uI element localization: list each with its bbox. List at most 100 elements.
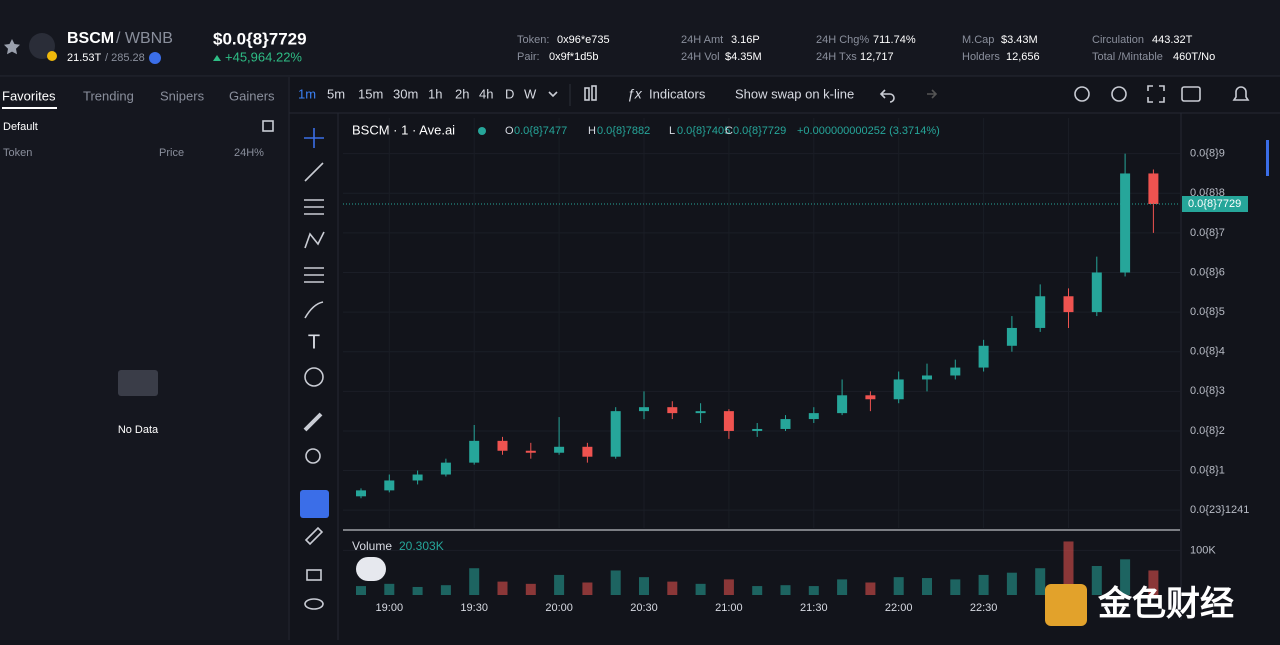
candle-body (978, 345, 989, 368)
volume-bar (639, 577, 649, 595)
supply: 21.53T (67, 52, 102, 64)
projection-tool[interactable] (304, 267, 324, 283)
interval-button[interactable]: 1m (298, 86, 316, 101)
volume-bar (1035, 568, 1046, 595)
volume-bar (497, 581, 508, 595)
zoom-tool[interactable] (1074, 86, 1090, 102)
candle-body (922, 375, 932, 380)
volume-bar (412, 586, 423, 595)
legend-label: O (505, 125, 514, 137)
x-tick-label: 19:00 (376, 602, 404, 614)
legend-label: C (725, 125, 733, 137)
legend-value: 0.0{8}7477 (514, 125, 567, 137)
zoom-in-tool[interactable] (305, 448, 321, 464)
candle-body (440, 462, 451, 475)
candle-body (1091, 272, 1102, 313)
interval-button[interactable]: D (505, 86, 514, 101)
volume-tick-label: 100K (1190, 544, 1216, 556)
sidebar (0, 77, 288, 640)
candle-body (412, 474, 423, 481)
volume-bar (469, 568, 480, 595)
interval-button[interactable]: 30m (393, 86, 418, 101)
chart-title: BSCM · 1 · Ave.ai (352, 122, 455, 137)
brush-tool[interactable] (304, 301, 324, 319)
draw-lock[interactable] (304, 526, 324, 546)
interval-button[interactable]: 1h (428, 86, 442, 101)
volume-bar (384, 583, 395, 595)
volume-bar (554, 574, 565, 595)
candle-body (837, 395, 848, 414)
edit-icon[interactable] (262, 120, 274, 132)
x-tick-label: 22:30 (970, 602, 998, 614)
candle-type-icon[interactable] (584, 87, 590, 101)
sidebar-tab[interactable]: Trending (83, 88, 134, 103)
settings-icon[interactable] (1111, 86, 1127, 102)
magnet-tool[interactable] (300, 490, 329, 518)
legend-value: 0.0{8}7882 (597, 125, 650, 137)
fib-tool[interactable] (304, 199, 324, 215)
candle-body (950, 367, 961, 376)
pair-symbol: / WBNB (116, 30, 173, 47)
candle-body (808, 413, 819, 420)
volume-bar (723, 579, 734, 595)
stat-value: 12,717 (860, 51, 894, 63)
sidebar-tab[interactable]: Favorites (2, 88, 56, 103)
stat-value: 460T/No (1173, 51, 1215, 63)
volume-bar (695, 583, 706, 595)
y-tick-label: 0.0{8}9 (1190, 148, 1225, 160)
measure-tool[interactable] (303, 412, 323, 432)
x-tick-label: 21:30 (800, 602, 828, 614)
alert-icon[interactable] (1232, 86, 1250, 101)
crosshair-tool[interactable] (304, 128, 324, 148)
interval-button[interactable]: 15m (358, 86, 383, 101)
hide-tool[interactable] (304, 598, 324, 610)
more-intervals[interactable] (548, 91, 558, 98)
interval-button[interactable]: W (524, 86, 537, 101)
line-tool[interactable] (304, 162, 324, 182)
indicators-button[interactable]: Indicators (649, 86, 706, 101)
last-price-tag (1182, 196, 1248, 213)
candle-type-icon-2[interactable] (591, 85, 597, 101)
interval-button[interactable]: 2h (455, 86, 469, 101)
text-tool[interactable]: T (308, 331, 320, 353)
stat-label: Holders (962, 51, 1000, 63)
sidebar-tab[interactable]: Snipers (160, 88, 205, 103)
redo-icon[interactable] (927, 89, 938, 99)
watermark-logo (1045, 584, 1087, 626)
price: $0.0{8}7729 (213, 29, 307, 48)
stat-value: 443.32T (1152, 34, 1193, 46)
volume-title: Volume (352, 539, 392, 553)
last-price-label: 0.0{8}7729 (1188, 198, 1241, 210)
status-dot (478, 127, 486, 135)
token-symbol: BSCM (67, 30, 114, 47)
fullscreen-icon[interactable] (1147, 85, 1165, 103)
volume-bar (525, 583, 536, 595)
favorite-star[interactable] (4, 39, 20, 55)
y-tick-label: 0.0{8}4 (1190, 346, 1225, 358)
candle-body (356, 490, 366, 497)
pattern-tool[interactable] (304, 231, 325, 249)
side-handle (1266, 140, 1269, 176)
y-tick-label: 0.0{8}3 (1190, 385, 1225, 397)
stat-value: 12,656 (1006, 51, 1040, 63)
volume-bar (752, 586, 763, 595)
undo-icon[interactable] (879, 89, 895, 103)
lock-tool[interactable] (306, 569, 322, 581)
header-bar (0, 0, 1280, 76)
swap-toggle[interactable]: Show swap on k-line (735, 86, 854, 101)
price-change: +45,964.22% (225, 49, 302, 64)
column-header: Price (159, 147, 184, 159)
sidebar-tab[interactable]: Gainers (229, 88, 275, 103)
volume-bar (978, 574, 989, 595)
stat-value: 711.74% (873, 34, 916, 46)
emoji-tool[interactable] (304, 367, 324, 387)
interval-button[interactable]: 5m (327, 86, 345, 101)
candle-body (865, 395, 876, 400)
candle-body (1035, 296, 1046, 328)
snapshot-icon[interactable] (1181, 86, 1201, 102)
volume-bar (610, 570, 621, 595)
candle-body (469, 440, 480, 463)
volume-bar (1091, 566, 1102, 595)
interval-button[interactable]: 4h (479, 86, 493, 101)
